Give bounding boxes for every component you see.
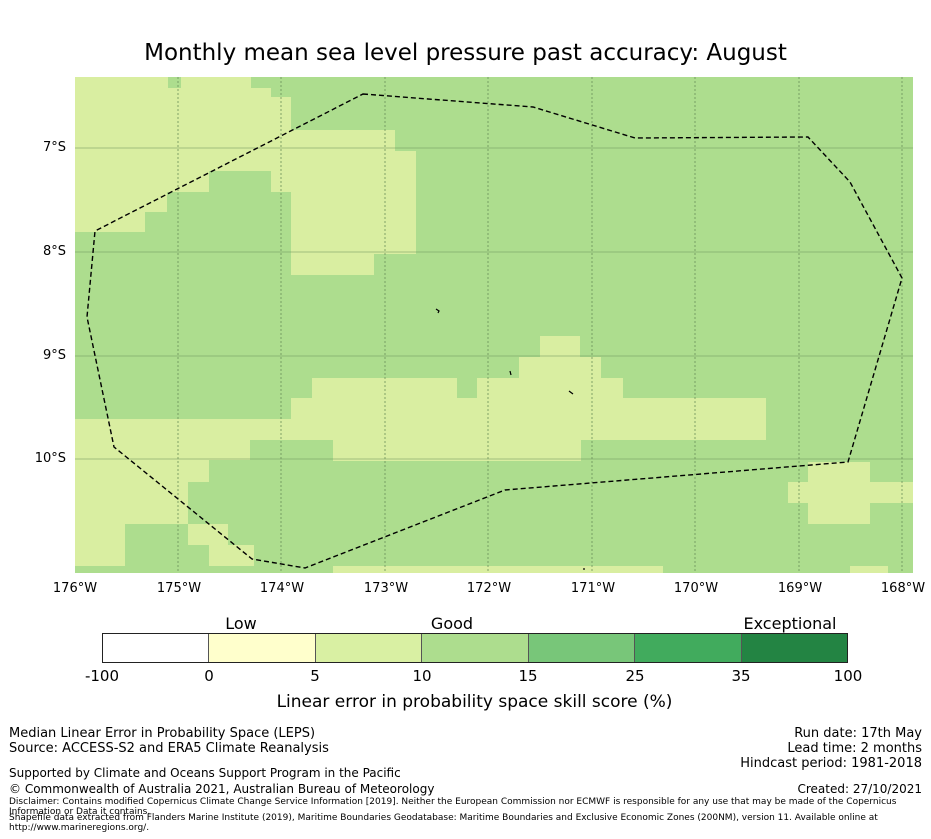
lead-time-text: Lead time: 2 months bbox=[787, 741, 922, 756]
copyright-text: © Commonwealth of Australia 2021, Austra… bbox=[9, 782, 435, 796]
skill-cell-good-light bbox=[312, 378, 457, 398]
lon-label: 174°W bbox=[259, 581, 305, 596]
colorbar-segment bbox=[528, 634, 636, 662]
eez-boundary bbox=[86, 93, 903, 569]
lat-label: 7°S bbox=[42, 140, 66, 155]
lon-label: 173°W bbox=[363, 581, 409, 596]
colorbar-tick: 10 bbox=[412, 667, 432, 685]
lon-label: 172°W bbox=[466, 581, 512, 596]
colorbar bbox=[102, 633, 848, 663]
skill-cell-good-light bbox=[75, 77, 168, 88]
skill-cell-good-light bbox=[75, 97, 291, 130]
lat-label: 9°S bbox=[42, 348, 66, 363]
lat-label: 8°S bbox=[42, 244, 66, 259]
source-text: Source: ACCESS-S2 and ERA5 Climate Reana… bbox=[9, 741, 329, 756]
lon-label: 176°W bbox=[52, 581, 98, 596]
skill-cell-good-light bbox=[75, 192, 167, 212]
skill-cell-good-light bbox=[291, 254, 374, 275]
disclaimer-text: Disclaimer: Contains modified Copernicus… bbox=[9, 797, 897, 817]
support-text: Supported by Climate and Oceans Support … bbox=[9, 766, 401, 780]
skill-cell-good-light bbox=[540, 336, 580, 357]
colorbar-tick: 100 bbox=[833, 667, 863, 685]
island bbox=[568, 390, 574, 395]
colorbar-tick: 15 bbox=[518, 667, 538, 685]
lon-label: 171°W bbox=[570, 581, 616, 596]
skill-cell-good-light bbox=[75, 460, 209, 482]
created-text: Created: 27/10/2021 bbox=[797, 782, 922, 796]
hindcast-text: Hindcast period: 1981-2018 bbox=[740, 756, 922, 771]
lat-label: 10°S bbox=[34, 451, 66, 466]
colorbar-tick: 35 bbox=[731, 667, 751, 685]
skill-cell-good-light bbox=[75, 151, 416, 171]
skill-cell-good-light bbox=[75, 419, 766, 440]
skill-cell-good-light bbox=[850, 566, 888, 573]
skill-cell-good-light bbox=[291, 398, 766, 419]
skill-cell-good-light bbox=[808, 503, 870, 524]
skill-cells bbox=[75, 77, 913, 573]
map-title: Monthly mean sea level pressure past acc… bbox=[144, 40, 787, 66]
lon-label: 170°W bbox=[673, 581, 719, 596]
map-svg bbox=[75, 77, 913, 573]
skill-cell-good-light bbox=[519, 357, 601, 378]
category-label-good: Good bbox=[430, 614, 474, 633]
colorbar-label: Linear error in probability space skill … bbox=[276, 692, 673, 712]
skill-cell-good-light bbox=[808, 462, 870, 482]
run-date-text: Run date: 17th May bbox=[794, 726, 922, 741]
shapefile-text: Shapefile data extracted from Flanders M… bbox=[9, 813, 878, 833]
colorbar-tick: 5 bbox=[310, 667, 320, 685]
lon-label: 169°W bbox=[777, 581, 823, 596]
colorbar-tick: 25 bbox=[625, 667, 645, 685]
skill-cell-good-light bbox=[271, 171, 416, 192]
skill-cell-good-light bbox=[188, 524, 228, 545]
skill-cell-good-light bbox=[181, 77, 251, 88]
skill-cell-good-light bbox=[333, 566, 663, 573]
island bbox=[509, 370, 512, 376]
skill-cell-good-light bbox=[75, 88, 271, 97]
skill-cell-good-light bbox=[75, 482, 188, 524]
colorbar-segment bbox=[209, 634, 316, 662]
skill-cell-good-light bbox=[75, 212, 145, 232]
colorbar-segment bbox=[422, 634, 529, 662]
island bbox=[435, 308, 440, 314]
skill-cell-good-light bbox=[209, 545, 254, 566]
colorbar-tick: 0 bbox=[204, 667, 214, 685]
skill-cell-good-light bbox=[75, 524, 125, 566]
colorbar-tick: -100 bbox=[84, 667, 120, 685]
skill-cell-good-light bbox=[333, 440, 581, 461]
method-text: Median Linear Error in Probability Space… bbox=[9, 726, 316, 741]
colorbar-segment bbox=[635, 634, 742, 662]
skill-cell-good-light bbox=[75, 440, 250, 460]
skill-cell-good-light bbox=[75, 171, 209, 192]
colorbar-segment bbox=[315, 634, 423, 662]
colorbar-segment bbox=[103, 634, 210, 662]
map-panel bbox=[75, 77, 913, 573]
lon-label: 168°W bbox=[880, 581, 926, 596]
islands bbox=[435, 308, 585, 570]
category-label-low: Low bbox=[225, 614, 257, 633]
skill-cell-good-light bbox=[477, 378, 623, 398]
skill-cell-good-light bbox=[75, 130, 395, 151]
colorbar-segment bbox=[741, 634, 847, 662]
skill-cell-good-light bbox=[788, 482, 913, 503]
skill-cell-good-light bbox=[291, 192, 416, 254]
skill-cell-good-light bbox=[561, 566, 581, 573]
graticule bbox=[75, 77, 913, 573]
category-label-exceptional: Exceptional bbox=[743, 614, 837, 633]
lon-label: 175°W bbox=[156, 581, 202, 596]
